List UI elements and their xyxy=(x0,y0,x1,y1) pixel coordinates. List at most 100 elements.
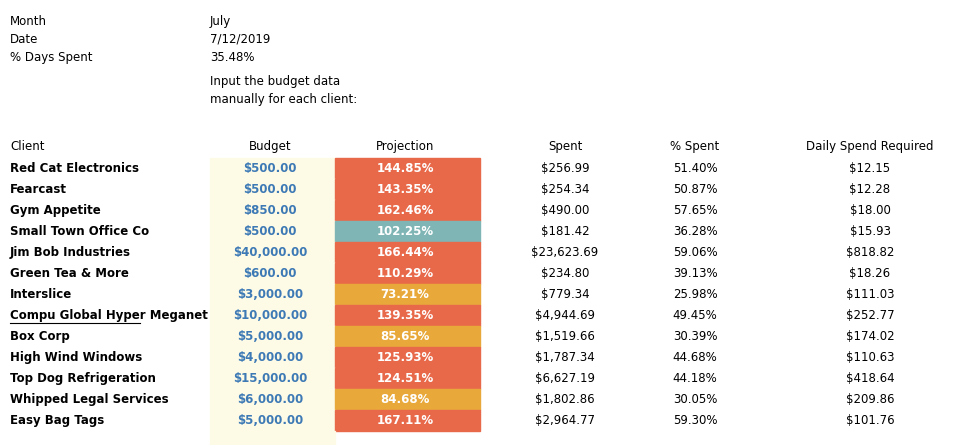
Text: $10,000.00: $10,000.00 xyxy=(233,309,307,322)
Text: $1,787.34: $1,787.34 xyxy=(536,351,595,364)
Text: Input the budget data
manually for each client:: Input the budget data manually for each … xyxy=(210,75,358,106)
Bar xyxy=(210,389,335,410)
Text: 7/12/2019: 7/12/2019 xyxy=(210,33,270,46)
Bar xyxy=(210,242,335,263)
Text: Easy Bag Tags: Easy Bag Tags xyxy=(10,414,104,427)
Text: $500.00: $500.00 xyxy=(243,225,296,238)
Text: 166.44%: 166.44% xyxy=(376,246,434,259)
Text: $40,000.00: $40,000.00 xyxy=(233,246,307,259)
Text: Fearcast: Fearcast xyxy=(10,183,67,196)
Text: 162.46%: 162.46% xyxy=(376,204,434,217)
Text: 85.65%: 85.65% xyxy=(380,330,430,343)
Bar xyxy=(210,221,335,242)
Text: $12.15: $12.15 xyxy=(850,162,890,175)
Text: July: July xyxy=(210,15,231,28)
Bar xyxy=(335,368,480,389)
Text: 36.28%: 36.28% xyxy=(673,225,717,238)
Text: 102.25%: 102.25% xyxy=(376,225,434,238)
Text: $5,000.00: $5,000.00 xyxy=(237,414,303,427)
Text: $252.77: $252.77 xyxy=(846,309,894,322)
Bar xyxy=(210,200,335,221)
Bar xyxy=(210,368,335,389)
Text: $15.93: $15.93 xyxy=(850,225,890,238)
Text: Date: Date xyxy=(10,33,38,46)
Bar xyxy=(210,305,335,326)
Text: Client: Client xyxy=(10,140,45,153)
Text: Interslice: Interslice xyxy=(10,288,72,301)
Text: High Wind Windows: High Wind Windows xyxy=(10,351,142,364)
Bar xyxy=(335,326,480,347)
Text: $2,964.77: $2,964.77 xyxy=(535,414,595,427)
Text: Box Corp: Box Corp xyxy=(10,330,70,343)
Text: $818.82: $818.82 xyxy=(846,246,894,259)
Text: $418.64: $418.64 xyxy=(846,372,894,385)
Text: $15,000.00: $15,000.00 xyxy=(233,372,307,385)
Text: 30.05%: 30.05% xyxy=(673,393,717,406)
Bar xyxy=(335,284,480,305)
Text: 59.06%: 59.06% xyxy=(673,246,717,259)
Text: Projection: Projection xyxy=(376,140,434,153)
Bar xyxy=(335,200,480,221)
Text: $209.86: $209.86 xyxy=(846,393,894,406)
Text: 124.51%: 124.51% xyxy=(376,372,434,385)
Text: % Days Spent: % Days Spent xyxy=(10,51,92,64)
Text: 84.68%: 84.68% xyxy=(380,393,430,406)
Text: 167.11%: 167.11% xyxy=(376,414,434,427)
Text: Top Dog Refrigeration: Top Dog Refrigeration xyxy=(10,372,156,385)
Text: Red Cat Electronics: Red Cat Electronics xyxy=(10,162,139,175)
Text: % Spent: % Spent xyxy=(671,140,719,153)
Text: Gym Appetite: Gym Appetite xyxy=(10,204,101,217)
Bar xyxy=(335,347,480,368)
Text: 25.98%: 25.98% xyxy=(673,288,717,301)
Text: $1,519.66: $1,519.66 xyxy=(535,330,595,343)
Text: 59.30%: 59.30% xyxy=(673,414,717,427)
Text: $23,623.69: $23,623.69 xyxy=(532,246,599,259)
Bar xyxy=(210,410,335,431)
Text: 144.85%: 144.85% xyxy=(376,162,434,175)
Bar xyxy=(335,389,480,410)
Text: $4,000.00: $4,000.00 xyxy=(237,351,303,364)
Text: Month: Month xyxy=(10,15,47,28)
Text: 110.29%: 110.29% xyxy=(376,267,434,280)
Text: $110.63: $110.63 xyxy=(846,351,894,364)
Text: $101.76: $101.76 xyxy=(846,414,894,427)
Text: 139.35%: 139.35% xyxy=(376,309,434,322)
Text: Budget: Budget xyxy=(249,140,292,153)
Bar xyxy=(210,179,335,200)
Text: $1,802.86: $1,802.86 xyxy=(536,393,595,406)
Text: $3,000.00: $3,000.00 xyxy=(237,288,303,301)
Bar xyxy=(335,179,480,200)
Bar xyxy=(210,263,335,284)
Bar xyxy=(210,158,335,179)
Bar xyxy=(210,326,335,347)
Text: $600.00: $600.00 xyxy=(243,267,296,280)
Bar xyxy=(210,431,335,445)
Text: $254.34: $254.34 xyxy=(540,183,589,196)
Text: 57.65%: 57.65% xyxy=(673,204,717,217)
Text: Small Town Office Co: Small Town Office Co xyxy=(10,225,149,238)
Bar xyxy=(210,347,335,368)
Text: $500.00: $500.00 xyxy=(243,162,296,175)
Text: $4,944.69: $4,944.69 xyxy=(535,309,595,322)
Text: 44.18%: 44.18% xyxy=(673,372,717,385)
Bar xyxy=(335,263,480,284)
Text: $18.26: $18.26 xyxy=(850,267,890,280)
Text: 35.48%: 35.48% xyxy=(210,51,255,64)
Text: $256.99: $256.99 xyxy=(540,162,589,175)
Text: 30.39%: 30.39% xyxy=(673,330,717,343)
Text: 49.45%: 49.45% xyxy=(673,309,717,322)
Text: 73.21%: 73.21% xyxy=(381,288,430,301)
Bar xyxy=(335,242,480,263)
Text: 51.40%: 51.40% xyxy=(673,162,717,175)
Text: Whipped Legal Services: Whipped Legal Services xyxy=(10,393,168,406)
Text: $6,000.00: $6,000.00 xyxy=(237,393,303,406)
Text: $12.28: $12.28 xyxy=(850,183,890,196)
Text: $18.00: $18.00 xyxy=(850,204,890,217)
Text: 143.35%: 143.35% xyxy=(376,183,434,196)
Text: $779.34: $779.34 xyxy=(540,288,589,301)
Text: 50.87%: 50.87% xyxy=(673,183,717,196)
Bar xyxy=(335,221,480,242)
Text: $234.80: $234.80 xyxy=(540,267,589,280)
Bar xyxy=(335,305,480,326)
Text: Green Tea & More: Green Tea & More xyxy=(10,267,129,280)
